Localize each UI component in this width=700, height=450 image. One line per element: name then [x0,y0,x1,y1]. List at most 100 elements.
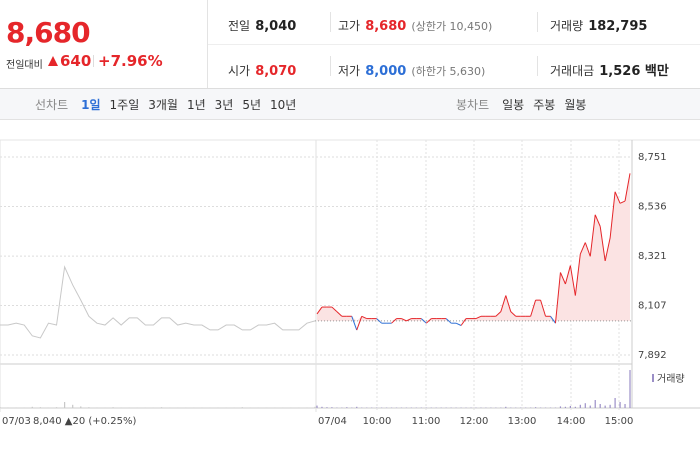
divider [537,56,538,76]
volume-bar [629,370,631,408]
tab[interactable]: 10년 [270,98,297,112]
x-tick-label: 12:00 [460,416,489,427]
divider [207,0,208,88]
legend-label: 거래량 [657,373,685,385]
volume-bar [112,407,114,408]
volume-bar [88,407,90,408]
x-tick-label: 14:00 [557,416,586,427]
current-price: 8,680 [6,16,91,49]
y-tick-label: 8,751 [638,152,667,163]
x-tick-label: 11:00 [412,416,441,427]
tab[interactable]: 월봉 [564,98,587,112]
price-step [584,242,591,257]
price-step [510,311,517,317]
volume-bar [624,404,626,408]
volume-bar [39,407,41,408]
stat-value: 8,070 [255,64,297,79]
price-step [475,315,482,320]
up-arrow [48,56,58,66]
price-step [569,265,576,296]
tab[interactable]: 1주일 [109,98,140,112]
price-step [455,322,462,326]
volume-bar [0,407,1,408]
volume-bar [80,406,82,408]
volume-bar [569,406,571,408]
price-step [500,295,507,312]
tab[interactable]: 1년 [186,98,206,112]
price-step [574,253,581,296]
area [317,173,630,321]
price-step [376,318,382,324]
volume-bar [599,404,601,408]
stat-value: 1,526 백만 [599,64,669,79]
divider [93,55,94,67]
tab[interactable]: 3년 [214,98,234,112]
candle-tabs: 봉차트 일봉 주봉 월봉 [456,96,586,113]
price-step [356,316,363,331]
price-step [460,318,467,326]
stat: 거래대금 1,526 백만 [550,60,669,79]
x-tick-label: 10:00 [363,416,392,427]
price-step [495,311,502,317]
x-tick-label: 15:00 [605,416,634,427]
volume-bar [505,406,507,408]
price-step [579,242,586,255]
x-tick-label: 07/03 [2,416,31,427]
price-step [554,272,561,324]
price-step [614,191,621,204]
price-step [401,318,407,322]
volume-bar [346,407,348,408]
volume-bar [574,406,576,408]
volume-bar [356,406,358,408]
price-step [540,299,547,317]
volume-bar [160,407,163,408]
stat-note: (상한가 10,450) [411,20,493,33]
price-step [550,315,556,324]
stat-value: 182,795 [588,19,648,34]
volume-bar [326,407,328,408]
price-step [361,315,367,320]
y-tick-label: 8,321 [638,251,667,262]
stat-label: 저가 [338,64,361,78]
stat: 거래량 182,795 [550,15,647,34]
tab[interactable]: 1일 [81,98,101,112]
price-step [336,311,343,317]
price-step [589,214,596,257]
volume-bar [579,404,581,408]
volume-bar [564,406,567,408]
tab[interactable]: 5년 [242,98,262,112]
y-tick-label: 8,536 [638,202,667,213]
tab[interactable]: 주봉 [533,98,556,112]
stat-label: 고가 [338,19,361,33]
price-step [599,226,606,262]
volume-bar [584,403,586,408]
stat-label: 전일 [228,19,251,33]
stat-note: (하한가 5,630) [411,65,486,78]
volume-bar [64,402,66,408]
price-line [0,265,316,339]
change: 640 [60,52,92,70]
tab[interactable]: 3개월 [148,98,178,112]
stat-label: 거래량 [550,19,584,33]
volume-bar [609,404,611,408]
tab[interactable]: 일봉 [502,98,525,112]
price-step [594,214,601,227]
price-step [559,272,566,285]
volume-bar [241,407,243,408]
change-label: 전일대비 [6,60,43,71]
volume-bar [331,407,333,408]
price-step [316,306,323,315]
tab-bar [0,89,700,120]
price-step [505,295,512,312]
volume-bar [614,398,616,408]
divider [330,12,331,32]
summary-panel [0,0,700,89]
tab-group-label: 봉차트 [456,98,490,112]
stat: 시가 8,070 [228,60,296,79]
x-tick-label: 07/04 [318,416,347,427]
tab-group-label: 선차트 [35,98,69,112]
stat-value: 8,040 [255,19,297,34]
x-tick-label: 13:00 [508,416,537,427]
stat-label: 시가 [228,64,251,78]
